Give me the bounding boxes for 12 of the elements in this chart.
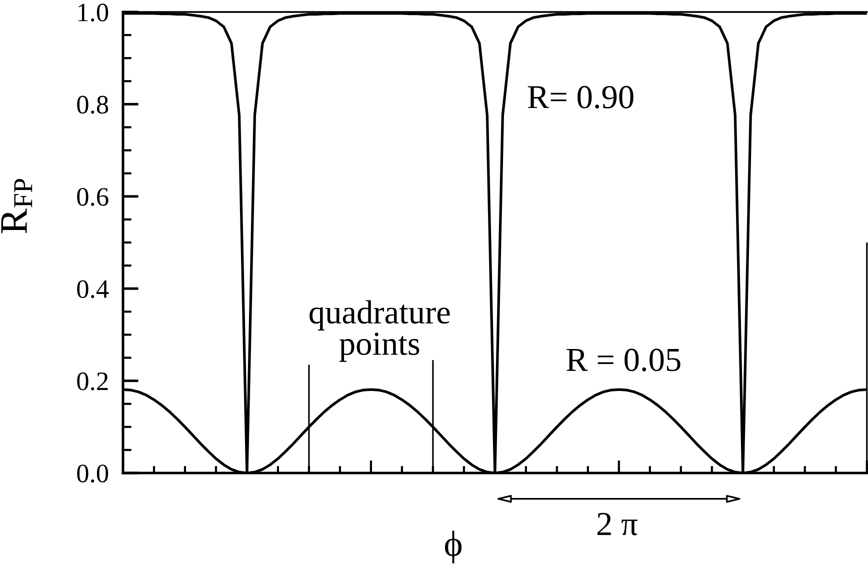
y-tick-label: 0.4 <box>77 280 109 298</box>
text: 2 π <box>597 512 638 536</box>
y-tick-label: 0.0 <box>77 464 108 483</box>
y-tick-label: 1.0 <box>78 4 108 22</box>
series-label: R= 0.90 <box>528 86 634 109</box>
annotation: quadrature points <box>310 300 450 362</box>
y-tick-label: 0.8 <box>77 96 108 114</box>
y-axis-title: R$_{FP}$ <box>1 178 32 234</box>
y-tick-label: 0.6 <box>77 188 108 206</box>
y-tick-label: 0.2 <box>77 372 108 390</box>
series-label: R = 0.05 <box>566 348 680 372</box>
x-axis-title: ϕ <box>444 530 462 564</box>
